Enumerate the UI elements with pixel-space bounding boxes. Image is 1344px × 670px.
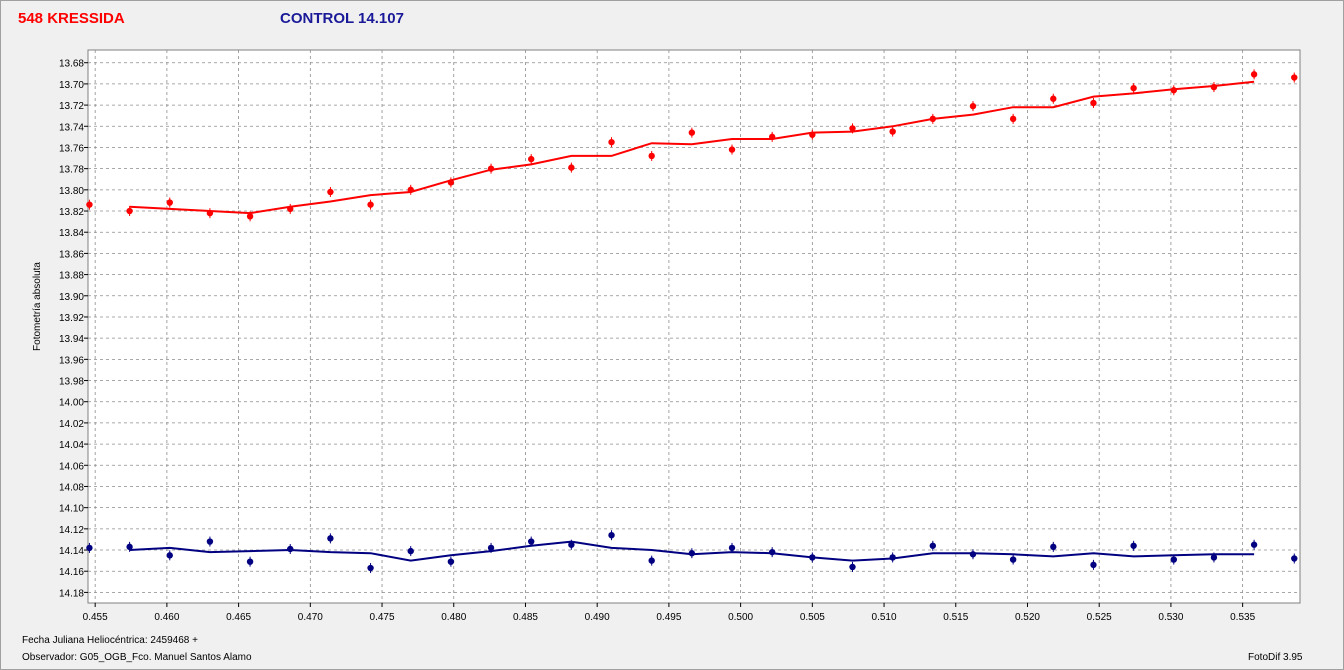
x-tick-label: 0.480 [441, 612, 466, 623]
y-tick-label: 14.06 [59, 461, 84, 472]
x-tick-label: 0.485 [513, 612, 538, 623]
y-tick-label: 14.10 [59, 504, 84, 515]
plot-area [87, 49, 1301, 604]
x-tick-label: 0.505 [800, 612, 825, 623]
x-tick-label: 0.530 [1158, 612, 1183, 623]
observer-label: Observador: G05_OGB_Fco. Manuel Santos A… [22, 652, 252, 663]
y-tick-label: 13.70 [59, 80, 84, 91]
y-tick-label: 14.08 [59, 482, 84, 493]
y-tick-label: 14.04 [59, 440, 84, 451]
y-tick-label: 13.80 [59, 186, 84, 197]
y-axis-label: Fotometría absoluta [32, 262, 43, 351]
target-title: 548 KRESSIDA [18, 10, 125, 27]
y-tick-label: 14.18 [59, 588, 84, 599]
software-label: FotoDif 3.95 [1248, 652, 1303, 663]
x-tick-label: 0.475 [370, 612, 395, 623]
y-tick-label: 14.14 [59, 546, 84, 557]
y-tick-label: 13.74 [59, 122, 84, 133]
control-title: CONTROL 14.107 [280, 10, 404, 27]
y-tick-label: 13.76 [59, 143, 84, 154]
y-tick-label: 13.94 [59, 334, 84, 345]
jd-label: Fecha Juliana Heliocéntrica: 2459468 + [22, 635, 198, 646]
y-tick-label: 13.78 [59, 165, 84, 176]
y-tick-label: 13.82 [59, 207, 84, 218]
y-tick-label: 13.98 [59, 377, 84, 388]
y-tick-label: 14.12 [59, 525, 84, 536]
x-tick-label: 0.490 [585, 612, 610, 623]
x-tick-label: 0.535 [1230, 612, 1255, 623]
x-tick-label: 0.525 [1087, 612, 1112, 623]
x-tick-label: 0.520 [1015, 612, 1040, 623]
x-tick-label: 0.515 [943, 612, 968, 623]
x-tick-label: 0.460 [154, 612, 179, 623]
x-tick-label: 0.510 [872, 612, 897, 623]
x-tick-label: 0.455 [83, 612, 108, 623]
y-tick-label: 13.84 [59, 228, 84, 239]
y-tick-label: 13.72 [59, 101, 84, 112]
y-tick-label: 13.96 [59, 355, 84, 366]
y-tick-label: 13.88 [59, 271, 84, 282]
x-tick-label: 0.495 [656, 612, 681, 623]
y-tick-label: 14.00 [59, 398, 84, 409]
target-fit-line [129, 80, 1255, 215]
y-tick-label: 13.90 [59, 292, 84, 303]
y-tick-label: 13.68 [59, 59, 84, 70]
y-tick-label: 14.16 [59, 567, 84, 578]
x-tick-label: 0.470 [298, 612, 323, 623]
y-tick-label: 14.02 [59, 419, 84, 430]
y-tick-label: 13.86 [59, 249, 84, 260]
y-tick-label: 13.92 [59, 313, 84, 324]
x-tick-label: 0.465 [226, 612, 251, 623]
x-tick-label: 0.500 [728, 612, 753, 623]
